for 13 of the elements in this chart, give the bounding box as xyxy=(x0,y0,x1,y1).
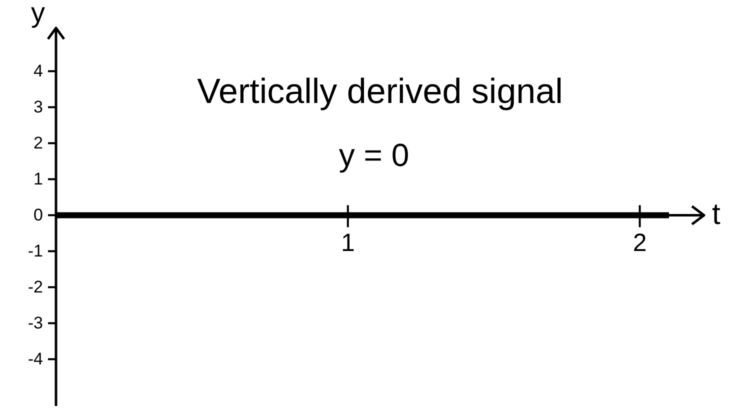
y-tick-label: -3 xyxy=(28,314,43,333)
y-tick-label: -4 xyxy=(28,350,43,369)
y-tick-label: 0 xyxy=(34,206,43,225)
y-tick-label: 3 xyxy=(34,98,43,117)
y-tick-label: 4 xyxy=(34,62,43,81)
x-axis-title: t xyxy=(712,198,721,232)
y-axis-title: y xyxy=(31,0,45,28)
annotation: y = 0 xyxy=(338,137,410,173)
y-tick-label: 2 xyxy=(34,134,43,153)
text: Vertically derived signal xyxy=(197,72,563,111)
y-tick-label: 1 xyxy=(34,170,43,189)
y-tick-label: -1 xyxy=(28,242,43,261)
y-tick-label: -2 xyxy=(28,278,43,297)
